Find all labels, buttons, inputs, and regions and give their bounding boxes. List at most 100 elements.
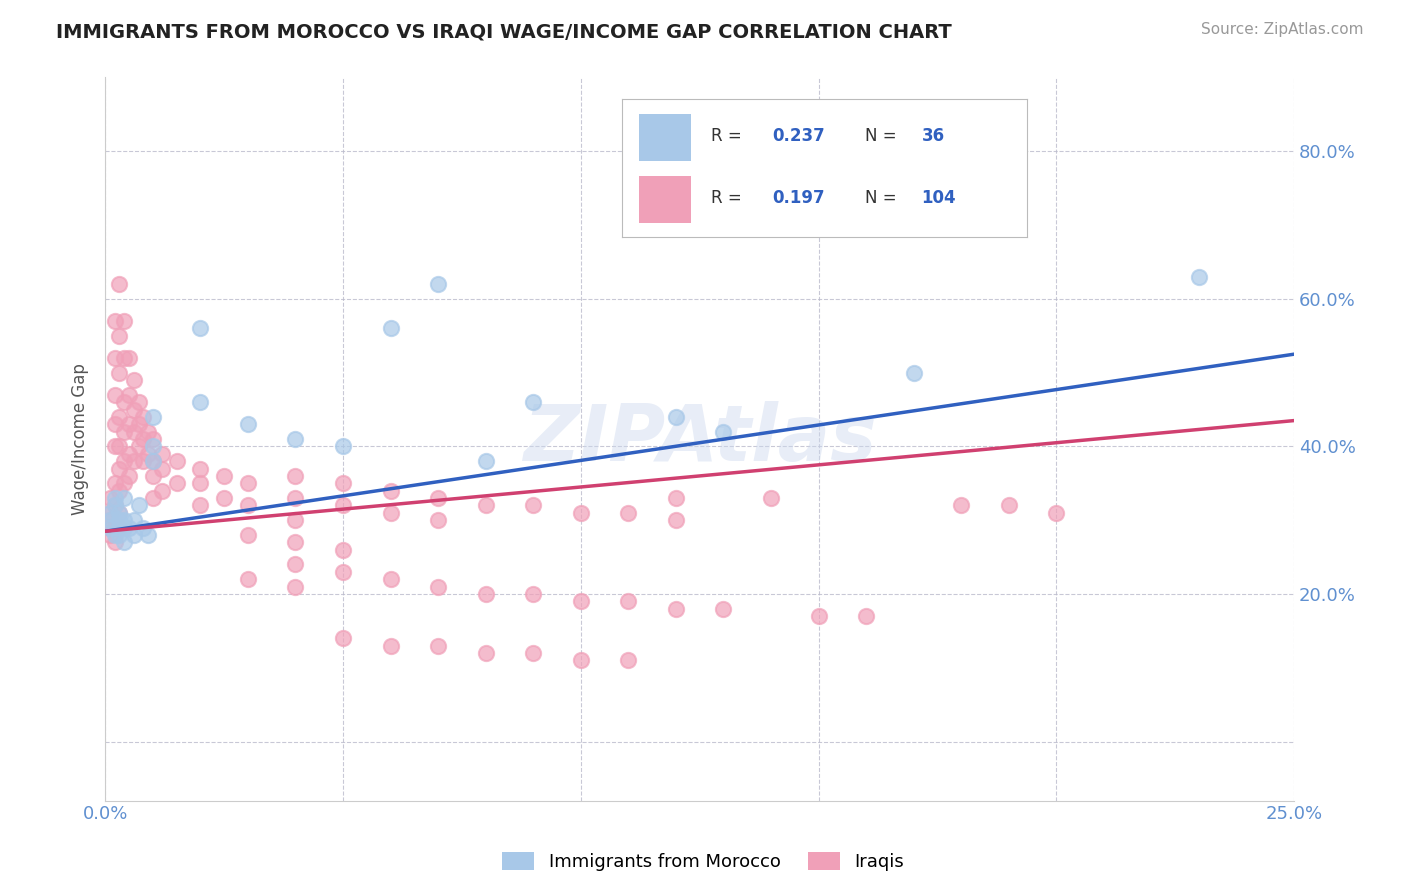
Point [569,653,592,667]
Point [427,639,450,653]
Point [122,373,145,387]
Point [150,483,173,498]
Point [108,506,131,520]
Point [665,601,688,615]
Point [136,425,159,439]
Point [522,646,544,660]
Point [142,439,165,453]
Point [427,580,450,594]
Point [108,520,131,534]
Point [112,351,135,365]
Point [104,499,127,513]
Point [128,439,150,453]
Point [122,513,145,527]
Point [713,425,735,439]
Point [474,646,496,660]
Text: Source: ZipAtlas.com: Source: ZipAtlas.com [1201,22,1364,37]
Point [118,469,141,483]
Point [112,513,135,527]
Point [380,483,402,498]
Point [112,476,135,491]
Point [284,513,307,527]
Point [380,506,402,520]
Point [132,520,155,534]
Point [132,432,155,446]
Point [112,535,135,549]
Point [332,499,354,513]
Point [122,402,145,417]
Point [104,439,127,453]
Point [427,513,450,527]
Point [284,558,307,572]
Y-axis label: Wage/Income Gap: Wage/Income Gap [72,363,89,515]
Point [427,277,450,291]
Point [1045,506,1067,520]
Point [132,454,155,468]
Point [188,476,211,491]
Point [98,528,121,542]
Point [132,409,155,424]
Point [118,447,141,461]
Point [903,366,925,380]
Point [617,594,640,608]
Point [150,447,173,461]
Point [474,587,496,601]
Point [427,491,450,505]
Point [166,454,188,468]
Point [212,469,235,483]
Point [108,506,131,520]
Point [98,506,121,520]
Point [474,454,496,468]
Point [108,277,131,291]
Point [108,513,131,527]
Point [104,388,127,402]
Point [128,417,150,432]
Point [104,528,127,542]
Point [380,639,402,653]
Point [104,520,127,534]
Point [112,520,135,534]
Point [855,609,877,624]
Point [104,535,127,549]
Point [108,528,131,542]
Legend: Immigrants from Morocco, Iraqis: Immigrants from Morocco, Iraqis [495,845,911,879]
Point [236,417,259,432]
Point [104,314,127,328]
Point [118,388,141,402]
Point [188,461,211,475]
Point [522,499,544,513]
Point [112,454,135,468]
Point [112,395,135,409]
Point [118,520,141,534]
Point [108,366,131,380]
Point [142,454,165,468]
Point [522,395,544,409]
Point [142,409,165,424]
Point [166,476,188,491]
Point [104,499,127,513]
Point [284,491,307,505]
Point [142,454,165,468]
Point [108,409,131,424]
Point [122,425,145,439]
Point [332,476,354,491]
Point [112,425,135,439]
Point [569,594,592,608]
Point [136,447,159,461]
Point [128,499,150,513]
Point [142,491,165,505]
Point [188,395,211,409]
Point [142,469,165,483]
Point [108,483,131,498]
Point [98,491,121,505]
Point [665,491,688,505]
Point [98,513,121,527]
Point [807,609,830,624]
Point [522,587,544,601]
Point [380,321,402,335]
Point [104,476,127,491]
Point [759,491,782,505]
Point [98,506,121,520]
Point [108,328,131,343]
Point [332,439,354,453]
